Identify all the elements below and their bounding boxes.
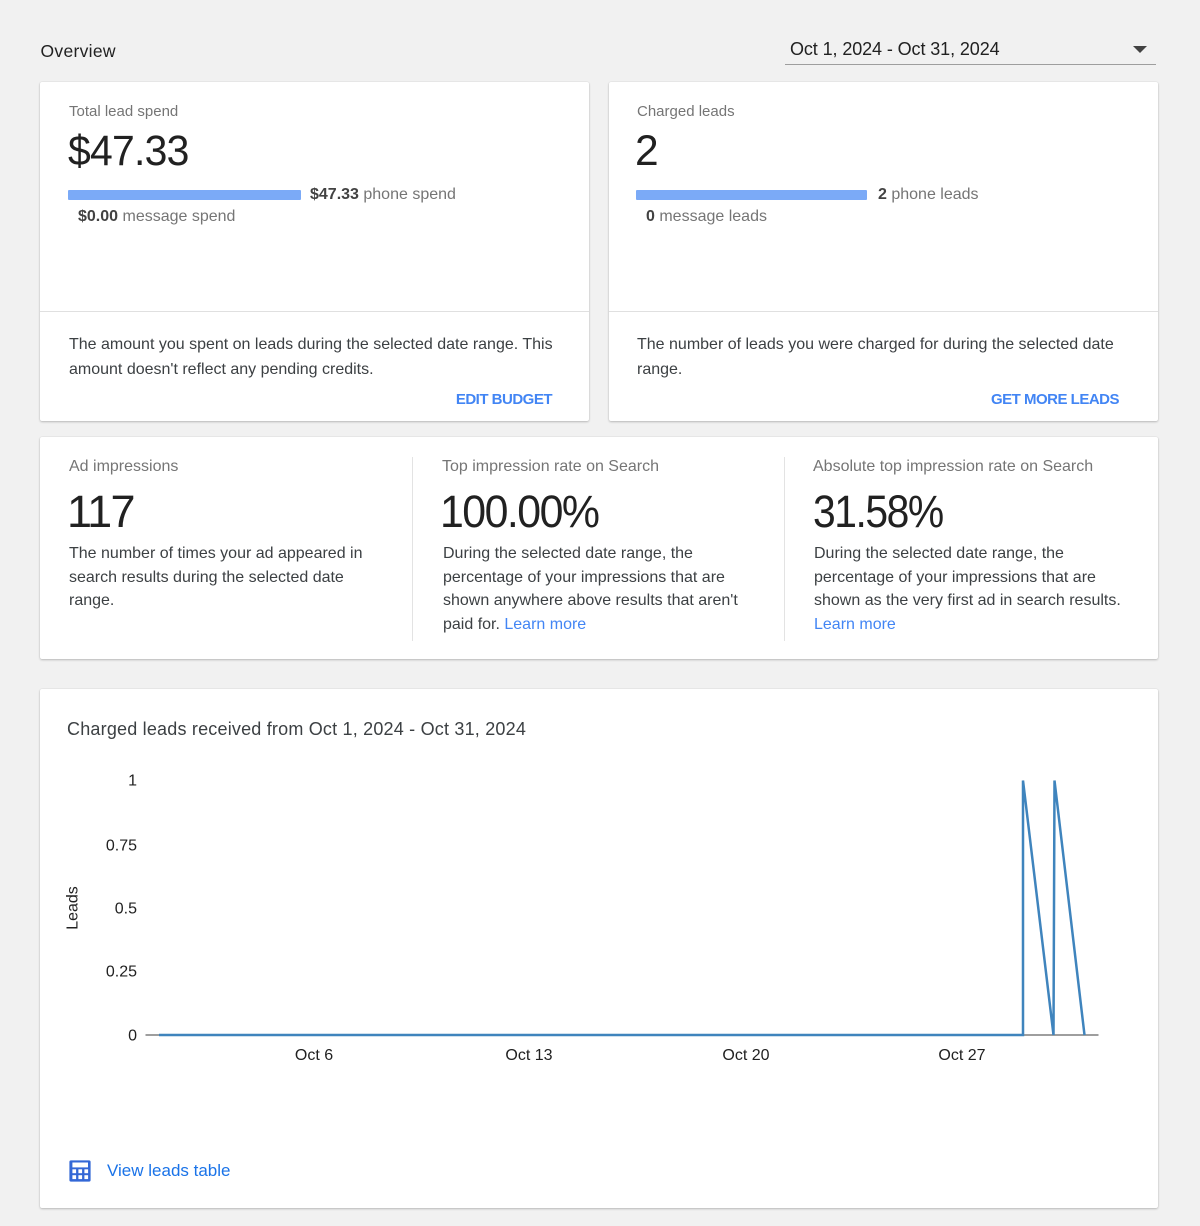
svg-text:0: 0: [128, 1028, 137, 1045]
svg-text:0.75: 0.75: [106, 838, 137, 855]
svg-text:1: 1: [128, 773, 137, 790]
svg-text:Oct 6: Oct 6: [295, 1047, 333, 1064]
svg-text:Oct 13: Oct 13: [505, 1047, 552, 1064]
svg-text:0.25: 0.25: [106, 964, 137, 981]
svg-text:Leads: Leads: [65, 886, 82, 930]
svg-text:0.5: 0.5: [115, 901, 137, 918]
svg-text:Oct 27: Oct 27: [938, 1047, 985, 1064]
svg-text:Oct 20: Oct 20: [722, 1047, 769, 1064]
